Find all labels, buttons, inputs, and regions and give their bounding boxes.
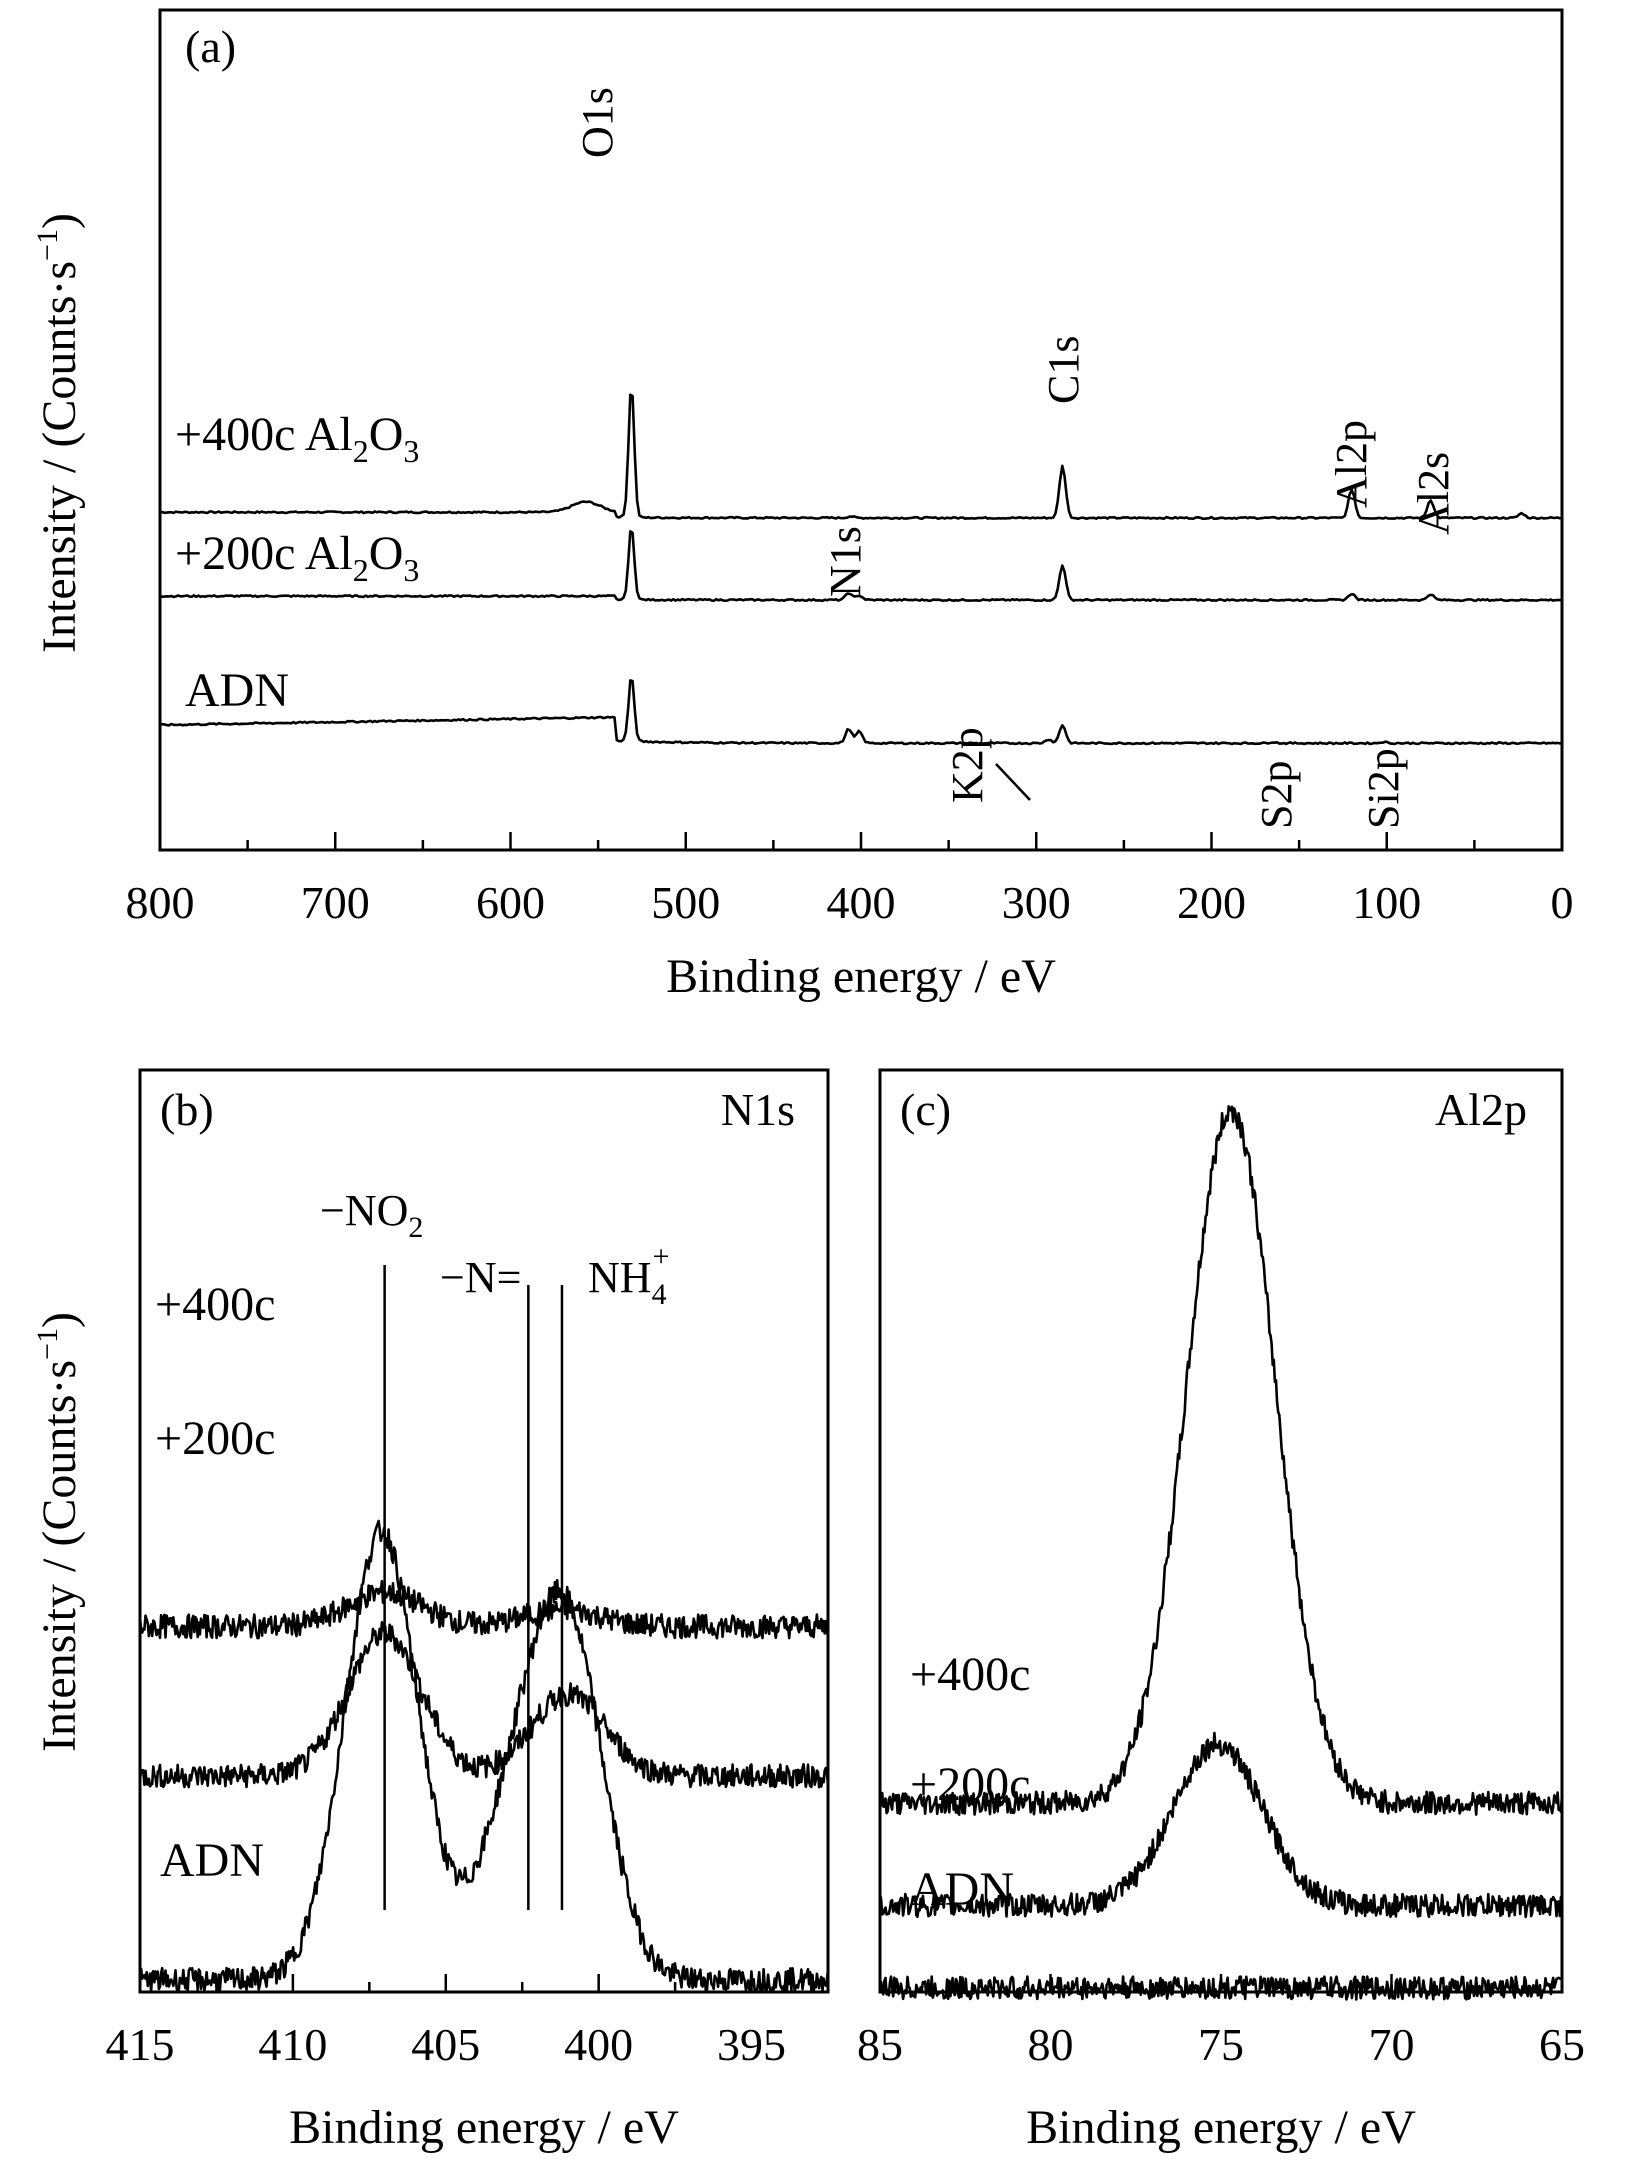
series-line-adn: [878, 1975, 1563, 2001]
panel-b-title: N1s: [721, 1084, 795, 1135]
peak-label-al2s: Al2s: [1409, 452, 1458, 535]
panel-c-traces: [878, 1105, 1564, 2001]
x-tick-label: 200: [1177, 877, 1246, 928]
ref-label-nh4: NH4+: [588, 1240, 669, 1311]
series-label-b-400c: +400c: [155, 1278, 275, 1331]
x-tick-label: 800: [126, 877, 195, 928]
x-tick-label: 395: [717, 2019, 786, 2070]
k2p-pointer-line: [995, 763, 1031, 801]
peak-label-c1s: C1s: [1039, 336, 1088, 404]
panel-b-x-ticks: 415 410 405 400 395: [106, 1974, 786, 2070]
panel-a-x-ticks: 800 700 600 500 400 300 200 100 0: [126, 832, 1574, 928]
x-tick-label: 0: [1551, 877, 1574, 928]
x-tick-label: 65: [1539, 2019, 1585, 2070]
series-label-a-200c: +200c Al2O3: [175, 527, 419, 588]
peak-label-o1s: O1s: [573, 87, 622, 158]
x-tick-label: 80: [1028, 2019, 1074, 2070]
panel-a-y-axis-title: Intensity / (Counts·s−1): [31, 213, 86, 653]
series-line--200c-al-o-: [160, 530, 1563, 603]
panel-c-tag: (c): [900, 1084, 951, 1135]
x-tick-label: 500: [651, 877, 720, 928]
peak-label-k2p: K2p: [943, 727, 992, 803]
series-line--400c-al-o-: [159, 393, 1562, 520]
panel-b-traces: [138, 1519, 830, 1994]
panel-a-traces: [159, 393, 1563, 746]
panel-b-x-axis-title: Binding energy / eV: [289, 2101, 679, 2154]
panel-b-tag: (b): [160, 1084, 214, 1135]
series-label-c-400c: +400c: [910, 1648, 1030, 1701]
x-tick-label: 300: [1002, 877, 1071, 928]
x-tick-label: 70: [1369, 2019, 1415, 2070]
series-label-b-200c: +200c: [155, 1412, 275, 1465]
panel-b: 415 410 405 400 395 (b) N1s −NO2 −N= NH4+ +4…: [31, 1068, 830, 2154]
x-tick-label: 410: [258, 2019, 327, 2070]
x-tick-label: 405: [411, 2019, 480, 2070]
x-tick-label: 415: [106, 2019, 175, 2070]
x-tick-label: 100: [1352, 877, 1421, 928]
series-line--400c: [878, 1105, 1564, 1816]
series-label-c-200c: +200c: [910, 1758, 1030, 1811]
x-tick-label: 75: [1198, 2019, 1244, 2070]
panel-a: 800 700 600 500 400 300 200 100 0 (a) O1s N1s C1…: [31, 8, 1574, 1003]
series-line-adn: [159, 679, 1563, 746]
x-tick-label: 400: [564, 2019, 633, 2070]
panel-c: 85 80 75 70 65 (c) Al2p +400c +200c ADN Bind…: [857, 1068, 1585, 2154]
x-tick-label: 700: [301, 877, 370, 928]
peak-label-n1s: N1s: [821, 526, 870, 597]
panel-b-frame: [138, 1068, 830, 1994]
panel-c-title: Al2p: [1435, 1084, 1527, 1135]
series-line--200c: [138, 1621, 830, 1789]
series-label-a-400c: +400c Al2O3: [175, 408, 419, 469]
peak-label-si2p: Si2p: [1359, 748, 1408, 829]
panel-b-y-axis-title: Intensity / (Counts·s−1): [31, 1312, 86, 1752]
x-tick-label: 85: [857, 2019, 903, 2070]
ref-label-n-double: −N=: [440, 1253, 521, 1302]
panel-c-x-ticks: 85 80 75 70 65: [857, 1974, 1585, 2070]
series-label-b-adn: ADN: [160, 1834, 264, 1887]
ref-label-no2: −NO2: [320, 1186, 423, 1244]
panel-b-reference-lines: [383, 1265, 564, 1910]
panel-a-x-axis-title: Binding energy / eV: [666, 950, 1056, 1003]
series-label-a-adn: ADN: [185, 664, 289, 717]
peak-label-s2p: S2p: [1252, 761, 1301, 829]
panel-c-x-axis-title: Binding energy / eV: [1026, 2101, 1416, 2154]
panel-c-frame: [878, 1068, 1564, 1994]
panel-a-tag: (a): [185, 21, 236, 72]
series-line--200c: [878, 1731, 1564, 1919]
peak-label-al2p: Al2p: [1327, 420, 1376, 508]
series-line-adn: [138, 1519, 830, 1994]
x-tick-label: 600: [476, 877, 545, 928]
series-label-c-adn: ADN: [910, 1863, 1014, 1916]
x-tick-label: 400: [827, 877, 896, 928]
series-line--400c: [138, 1579, 830, 1640]
